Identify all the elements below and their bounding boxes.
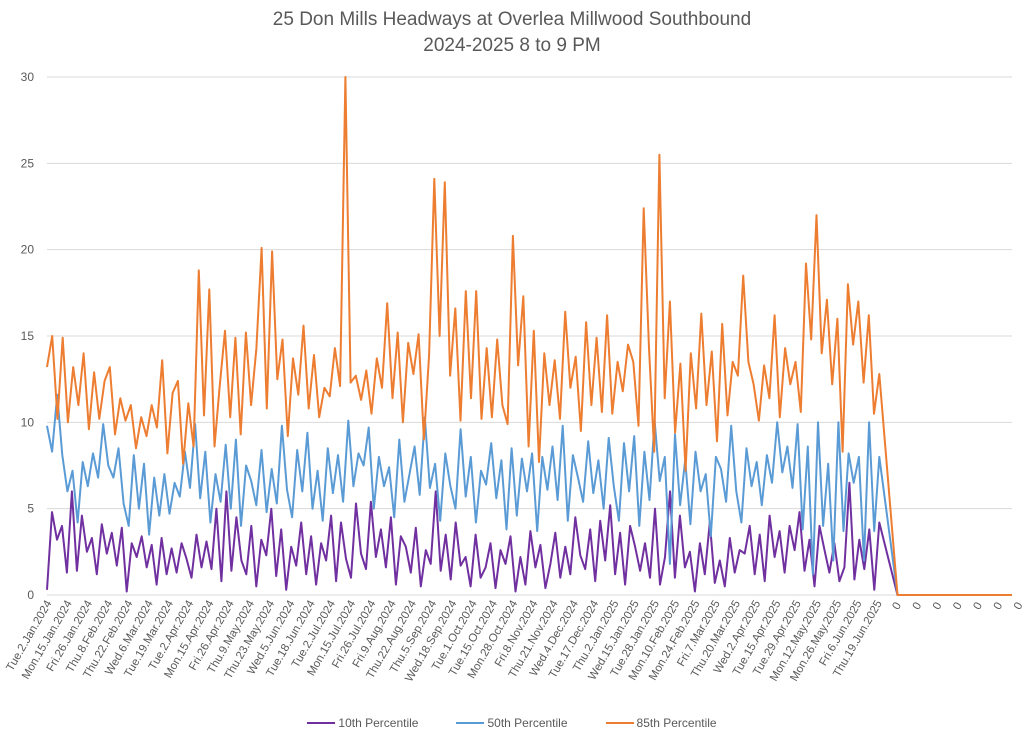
series-line-50th-percentile bbox=[46, 393, 1012, 596]
x-tick-label: 0 bbox=[992, 601, 1006, 613]
x-tick-label: 0 bbox=[972, 601, 986, 613]
x-axis: Tue.2.Jan.2024Mon.15.Jan.2024Fri.26.Jan.… bbox=[4, 598, 1024, 684]
legend-swatch bbox=[456, 721, 485, 725]
legend-label: 85th Percentile bbox=[636, 716, 717, 730]
legend-label: 10th Percentile bbox=[338, 716, 419, 730]
x-tick-label: 0 bbox=[891, 601, 905, 613]
legend-item-50th[interactable]: 50th Percentile bbox=[456, 716, 568, 730]
y-tick-label: 5 bbox=[27, 502, 34, 516]
y-tick-label: 15 bbox=[21, 329, 35, 343]
x-tick-label: 0 bbox=[911, 601, 925, 613]
x-tick-label: 0 bbox=[951, 601, 965, 613]
chart-subtitle: 2024-2025 8 to 9 PM bbox=[423, 35, 601, 56]
y-tick-label: 25 bbox=[21, 156, 35, 170]
legend-item-85th[interactable]: 85th Percentile bbox=[605, 716, 717, 730]
x-tick-label: 0 bbox=[931, 601, 945, 613]
legend-item-10th[interactable]: 10th Percentile bbox=[307, 716, 418, 730]
y-tick-label: 0 bbox=[27, 588, 34, 602]
x-tick-label: 0 bbox=[1012, 601, 1024, 613]
legend-swatch bbox=[307, 721, 336, 725]
chart-title: 25 Don Mills Headways at Overlea Millwoo… bbox=[272, 9, 752, 30]
series-line-10th-percentile bbox=[46, 481, 1012, 596]
legend-swatch bbox=[605, 721, 634, 725]
y-tick-label: 20 bbox=[21, 243, 35, 257]
series-line-85th-percentile bbox=[46, 76, 1012, 596]
y-axis: 0 5 10 15 20 25 30 bbox=[21, 70, 35, 602]
legend: 10th Percentile 50th Percentile 85th Per… bbox=[0, 716, 1024, 730]
legend-label: 50th Percentile bbox=[487, 716, 568, 730]
y-tick-label: 30 bbox=[21, 70, 35, 84]
series-lines bbox=[46, 76, 1012, 596]
y-tick-label: 10 bbox=[21, 415, 35, 429]
